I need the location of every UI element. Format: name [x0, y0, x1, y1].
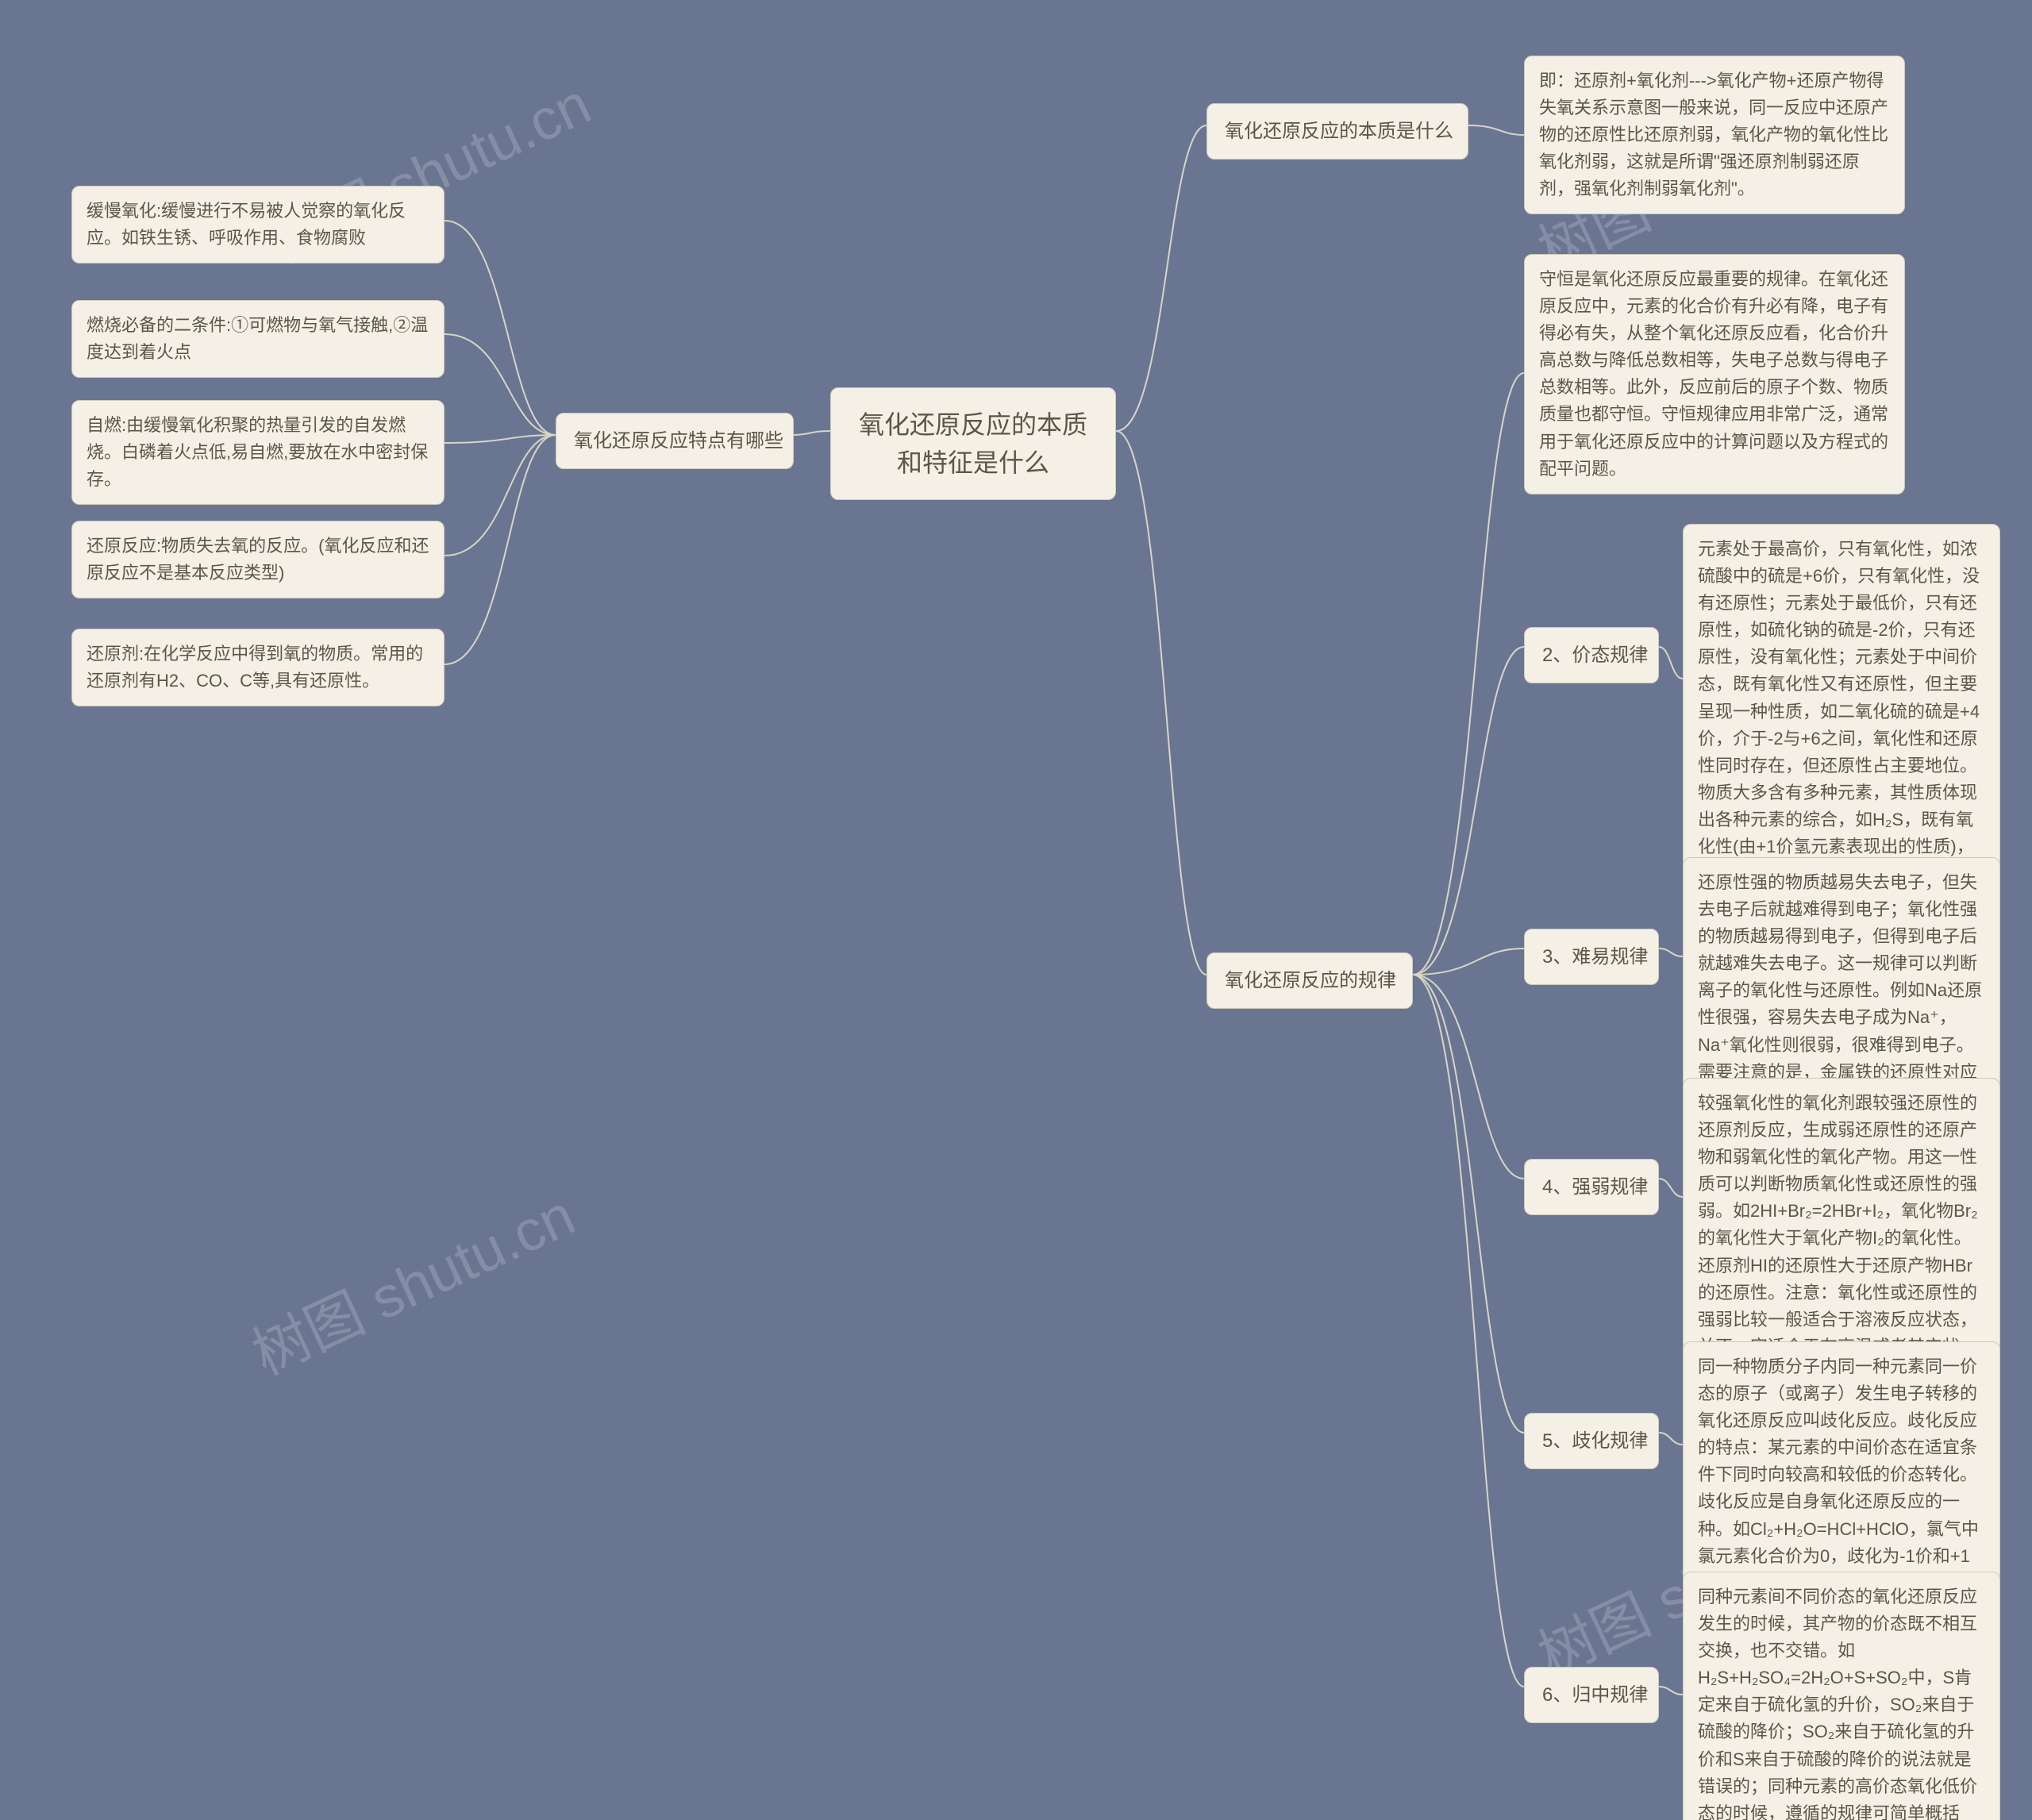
right-branch-2-label: 氧化还原反应的规律 [1206, 952, 1413, 1009]
left-branch-label: 氧化还原反应特点有哪些 [556, 413, 794, 469]
right-branch-2-intro: 守恒是氧化还原反应最重要的规律。在氧化还原反应中，元素的化合价有升必有降，电子有… [1524, 254, 1905, 494]
rule-detail-5: 同一种物质分子内同一种元素同一价态的原子（或离子）发生电子转移的氧化还原反应叫歧… [1683, 1341, 2000, 1609]
left-leaf: 燃烧必备的二条件:①可燃物与氧气接触,②温度达到着火点 [71, 300, 444, 378]
right-branch-1-label: 氧化还原反应的本质是什么 [1206, 103, 1468, 160]
center-node: 氧化还原反应的本质和特征是什么 [830, 387, 1116, 500]
rule-label-3: 3、难易规律 [1524, 929, 1659, 985]
right-branch-1-detail: 即：还原剂+氧化剂--->氧化产物+还原产物得失氧关系示意图一般来说，同一反应中… [1524, 56, 1905, 214]
rule-label-5: 5、歧化规律 [1524, 1413, 1659, 1469]
rule-label-4: 4、强弱规律 [1524, 1159, 1659, 1215]
mindmap-canvas: 树图 shutu.cn 树图 shutu.cn 树图 shutu.cn 树图 s… [0, 0, 2032, 1820]
left-leaf: 还原反应:物质失去氧的反应。(氧化反应和还原反应不是基本反应类型) [71, 521, 444, 598]
rule-detail-6: 同种元素间不同价态的氧化还原反应发生的时候，其产物的价态既不相互交换，也不交错。… [1683, 1572, 2000, 1820]
watermark: 树图 shutu.cn [237, 1169, 586, 1391]
rule-label-2: 2、价态规律 [1524, 627, 1659, 683]
left-leaf: 还原剂:在化学反应中得到氧的物质。常用的还原剂有H2、CO、C等,具有还原性。 [71, 629, 444, 706]
left-leaf: 自燃:由缓慢氧化积聚的热量引发的自发燃烧。白磷着火点低,易自燃,要放在水中密封保… [71, 400, 444, 505]
left-leaf: 缓慢氧化:缓慢进行不易被人觉察的氧化反应。如铁生锈、呼吸作用、食物腐败 [71, 186, 444, 264]
rule-label-6: 6、归中规律 [1524, 1667, 1659, 1723]
